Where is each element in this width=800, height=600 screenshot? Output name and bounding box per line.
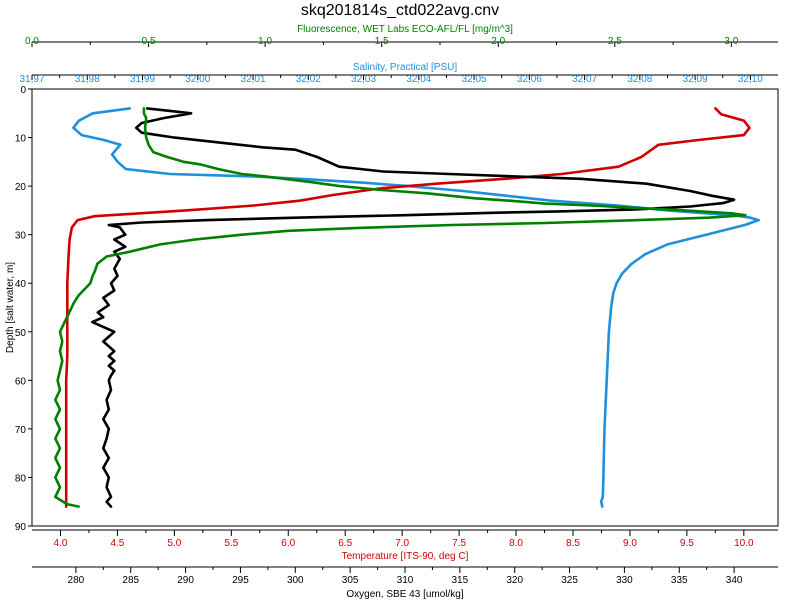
salinity-profile-line	[72, 107, 760, 508]
salinity-tick-label: 31,98	[75, 74, 100, 85]
y-tick-label: 10	[15, 134, 27, 145]
temperature-tick-label: 7.0	[395, 538, 409, 549]
temperature-tick-label: 10.0	[734, 538, 754, 549]
oxygen-tick-label: 320	[506, 575, 523, 586]
oxygen-axis-label: Oxygen, SBE 43 [umol/kg]	[346, 589, 464, 600]
chart-title: skq201814s_ctd022avg.cnv	[301, 2, 499, 19]
fluorescence-tick-label: 0.0	[25, 36, 39, 47]
fluorescence-axis-label: Fluorescence, WET Labs ECO-AFL/FL [mg/m^…	[297, 24, 513, 35]
salinity-tick-label: 32,02	[296, 74, 321, 85]
fluorescence-tick-label: 1.0	[258, 36, 272, 47]
oxygen-tick-label: 280	[68, 575, 85, 586]
temperature-profile-line	[64, 107, 751, 508]
temperature-tick-label: 8.0	[509, 538, 523, 549]
oxygen-tick-label: 325	[561, 575, 578, 586]
salinity-tick-label: 32,01	[241, 74, 266, 85]
salinity-axis-label: Salinity, Practical [PSU]	[353, 62, 458, 73]
fluorescence-tick-label: 0.5	[142, 36, 156, 47]
fluorescence-tick-label: 2.0	[491, 36, 505, 47]
salinity-tick-label: 32,06	[517, 74, 542, 85]
temperature-axis-label: Temperature [ITS-90, deg C]	[342, 551, 469, 562]
salinity-tick-label: 32,10	[738, 74, 763, 85]
temperature-tick-label: 6.5	[338, 538, 352, 549]
oxygen-tick-label: 305	[342, 575, 359, 586]
oxygen-tick-label: 335	[671, 575, 688, 586]
salinity-tick-label: 32,03	[351, 74, 376, 85]
temperature-tick-label: 6.0	[281, 538, 295, 549]
salinity-tick-label: 32,09	[683, 74, 708, 85]
temperature-tick-label: 5.5	[224, 538, 238, 549]
temperature-tick-label: 5.0	[167, 538, 181, 549]
fluorescence-tick-label: 1.5	[375, 36, 389, 47]
data-series	[54, 107, 760, 508]
y-tick-label: 20	[15, 182, 27, 193]
salinity-tick-label: 32,00	[185, 74, 210, 85]
oxygen-tick-label: 285	[122, 575, 139, 586]
temperature-tick-label: 9.5	[680, 538, 694, 549]
oxygen-tick-label: 300	[287, 575, 304, 586]
oxygen-tick-label: 315	[452, 575, 469, 586]
temperature-tick-label: 9.0	[623, 538, 637, 549]
salinity-tick-label: 31,97	[19, 74, 44, 85]
oxygen-tick-label: 340	[726, 575, 743, 586]
y-tick-label: 80	[15, 473, 27, 484]
y-tick-label: 60	[15, 376, 27, 387]
temperature-tick-label: 7.5	[452, 538, 466, 549]
y-tick-label: 70	[15, 425, 27, 436]
oxygen-tick-label: 330	[616, 575, 633, 586]
fluorescence-profile-line	[54, 107, 747, 508]
temperature-tick-label: 8.5	[566, 538, 580, 549]
y-tick-label: 90	[15, 522, 27, 533]
y-tick-label: 50	[15, 328, 27, 339]
axes: 0 10 20 30 40 50 60 70 80 90 Depth [salt water, m]…	[5, 24, 778, 600]
salinity-tick-label: 32,07	[572, 74, 597, 85]
salinity-tick-label: 32,04	[406, 74, 431, 85]
plot-area	[31, 88, 779, 527]
oxygen-tick-label: 290	[177, 575, 194, 586]
fluorescence-tick-label: 2.5	[608, 36, 622, 47]
salinity-tick-label: 31,99	[130, 74, 155, 85]
fluorescence-tick-label: 3.0	[724, 36, 738, 47]
temperature-tick-label: 4.0	[54, 538, 68, 549]
oxygen-tick-label: 310	[397, 575, 414, 586]
salinity-tick-label: 32,05	[462, 74, 487, 85]
y-tick-label: 30	[15, 231, 27, 242]
salinity-tick-label: 32,08	[627, 74, 652, 85]
y-tick-label: 0	[20, 85, 26, 96]
oxygen-tick-label: 295	[232, 575, 249, 586]
y-tick-label: 40	[15, 279, 27, 290]
y-axis-label: Depth [salt water, m]	[5, 262, 16, 353]
temperature-tick-label: 4.5	[110, 538, 124, 549]
